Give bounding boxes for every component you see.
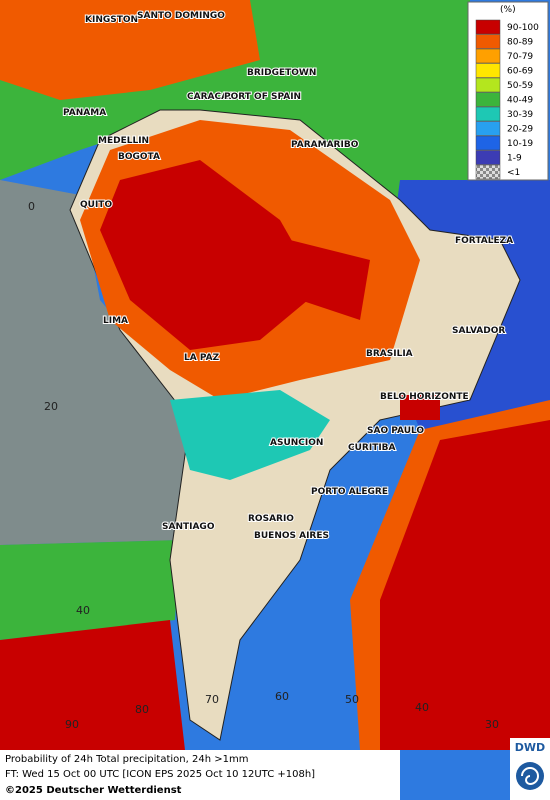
longitude-label: 80 — [135, 703, 149, 716]
longitude-label: 30 — [485, 718, 499, 731]
graticule-labels: 0 20 40 90 80 70 60 50 40 30 — [28, 200, 499, 731]
longitude-label: 40 — [415, 701, 429, 714]
longitude-label: 50 — [345, 693, 359, 706]
logo: DWD — [515, 741, 545, 754]
city-label: BOGOTA — [118, 152, 160, 162]
city-label: MEDELLIN — [98, 136, 149, 146]
longitude-label: 70 — [205, 693, 219, 706]
legend-label: 30-39 — [507, 110, 533, 120]
city-label: LA PAZ — [184, 353, 220, 363]
legend-items: 90-100 80-89 70-79 60-69 50-59 40-49 30-39 20-2… — [475, 19, 539, 180]
legend-swatch — [475, 150, 501, 165]
city-label: KINGSTON — [85, 15, 138, 25]
city-label: QUITO — [80, 200, 112, 210]
city-label: FORTALEZA — [455, 236, 513, 246]
city-label: SANTO DOMINGO — [137, 11, 225, 21]
legend-swatch — [475, 92, 501, 107]
city-label: BRASILIA — [366, 349, 413, 359]
footer-line: FT: Wed 15 Oct 00 UTC [ICON EPS 2025 Oct… — [5, 769, 315, 780]
legend-label: 70-79 — [507, 52, 533, 62]
latitude-label: 40 — [76, 604, 90, 617]
legend-label: 60-69 — [507, 67, 533, 77]
legend-label: 90-100 — [507, 23, 539, 33]
city-label: ASUNCION — [270, 438, 323, 448]
city-label: BELO HORIZONTE — [380, 392, 469, 402]
footer: Probability of 24h Total precipitation, … — [0, 738, 550, 800]
city-label: LIMA — [103, 316, 128, 326]
city-label: ROSARIO — [248, 514, 294, 524]
city-label: BRIDGETOWN — [247, 68, 316, 78]
legend: (%) 90-100 80-89 70-79 60-69 50-59 40-49 30-39… — [467, 1, 549, 181]
legend-swatch — [475, 121, 501, 136]
city-label: CURITIBA — [348, 443, 396, 453]
legend-swatch — [475, 63, 501, 78]
legend-swatch — [475, 19, 501, 35]
city-label: PARAMARIBO — [291, 140, 359, 150]
city-label: PORT OF SPAIN — [224, 92, 301, 102]
city-label: SANTIAGO — [162, 522, 215, 532]
footer-line: Probability of 24h Total precipitation, … — [5, 754, 248, 765]
legend-swatch — [475, 106, 501, 122]
copyright: ©2025 Deutscher Wetterdienst — [5, 785, 182, 796]
legend-label: 80-89 — [507, 38, 533, 48]
latitude-label: 0 — [28, 200, 35, 213]
legend-label: 10-19 — [507, 139, 533, 149]
longitude-label: 90 — [65, 718, 79, 731]
legend-label: 50-59 — [507, 81, 533, 91]
legend-label: 1-9 — [507, 154, 522, 164]
city-label: BUENOS AIRES — [254, 531, 329, 541]
city-label: SAO PAULO — [367, 426, 424, 436]
legend-label: 40-49 — [507, 96, 533, 106]
legend-swatch — [475, 77, 501, 93]
longitude-label: 60 — [275, 690, 289, 703]
legend-swatch — [475, 135, 501, 151]
latitude-label: 20 — [44, 400, 58, 413]
city-label: SALVADOR — [452, 326, 505, 336]
city-label: PANAMA — [63, 108, 106, 118]
city-label: PORTO ALEGRE — [311, 487, 388, 497]
legend-label: 20-29 — [507, 125, 533, 135]
city-label: CARACAS — [187, 92, 235, 102]
legend-label: <1 — [507, 168, 520, 178]
footer-box — [0, 750, 400, 800]
legend-swatch — [475, 48, 501, 64]
legend-swatch — [475, 164, 501, 180]
legend-title: (%) — [500, 5, 516, 15]
logo-swirl — [521, 767, 539, 786]
legend-swatch — [475, 34, 501, 49]
